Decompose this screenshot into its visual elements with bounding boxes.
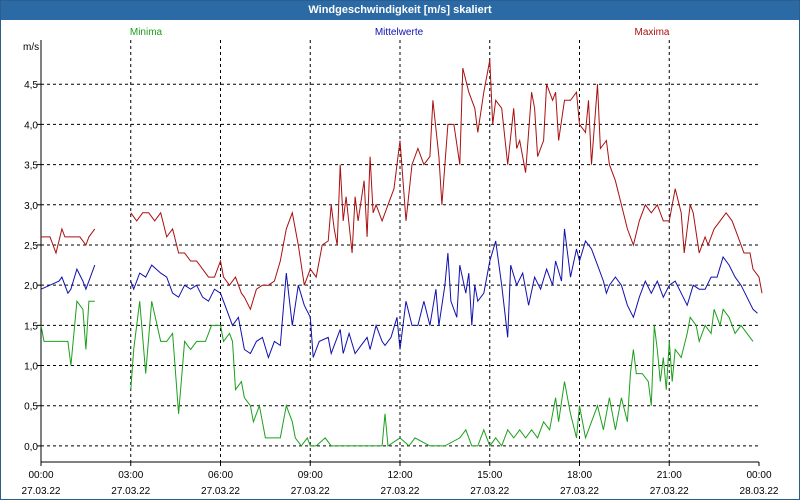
y-tick-label: 3,0 <box>24 201 38 212</box>
legend-maxima: Maxima <box>634 27 669 38</box>
x-tick-time: 00:00 <box>28 470 53 481</box>
x-tick-date: 27.03.22 <box>22 486 61 497</box>
y-tick-label: 0,5 <box>24 402 38 413</box>
series-line-minima <box>40 299 754 447</box>
x-tick-date: 27.03.22 <box>111 486 150 497</box>
legend-mittelwerte: Mittelwerte <box>375 27 424 38</box>
x-tick-date: 27.03.22 <box>381 486 420 497</box>
x-tick-date: 27.03.22 <box>650 486 689 497</box>
x-tick-time: 06:00 <box>208 470 233 481</box>
x-tick-time: 15:00 <box>477 470 502 481</box>
x-tick-time: 09:00 <box>298 470 323 481</box>
labels-group: 0,0 0,5 1,0 1,5 2,0 2,5 3,0 3,5 4,0 4,5 00:00 27.03… <box>22 27 779 497</box>
series-group <box>40 60 763 447</box>
y-tick-label: 0,0 <box>24 442 38 453</box>
chart-title: Windgeschwindigkeit [m/s] skaliert <box>1 1 799 20</box>
y-tick-label: 2,0 <box>24 281 38 292</box>
series-line-mittelwerte <box>40 228 758 360</box>
x-tick-date: 27.03.22 <box>470 486 509 497</box>
x-tick-time: 00:00 <box>746 470 771 481</box>
series-line-maxima <box>41 60 763 311</box>
y-tick-label: 3,5 <box>24 161 38 172</box>
y-tick-label: 2,5 <box>24 241 38 252</box>
x-tick-time: 12:00 <box>387 470 412 481</box>
x-tick-date: 27.03.22 <box>291 486 330 497</box>
legend-minima: Minima <box>130 27 163 38</box>
x-tick-date: 27.03.22 <box>201 486 240 497</box>
y-tick-label: 4,0 <box>24 120 38 131</box>
axes <box>37 40 760 466</box>
x-tick-date: 27.03.22 <box>560 486 599 497</box>
y-axis-label: m/s <box>23 42 39 53</box>
x-tick-time: 18:00 <box>567 470 592 481</box>
y-tick-label: 1,0 <box>24 362 38 373</box>
x-tick-date: 28.03.22 <box>740 486 779 497</box>
x-tick-time: 03:00 <box>118 470 143 481</box>
grid <box>41 40 759 462</box>
y-tick-label: 1,5 <box>24 321 38 332</box>
y-tick-label: 4,5 <box>24 80 38 91</box>
x-tick-time: 21:00 <box>657 470 682 481</box>
